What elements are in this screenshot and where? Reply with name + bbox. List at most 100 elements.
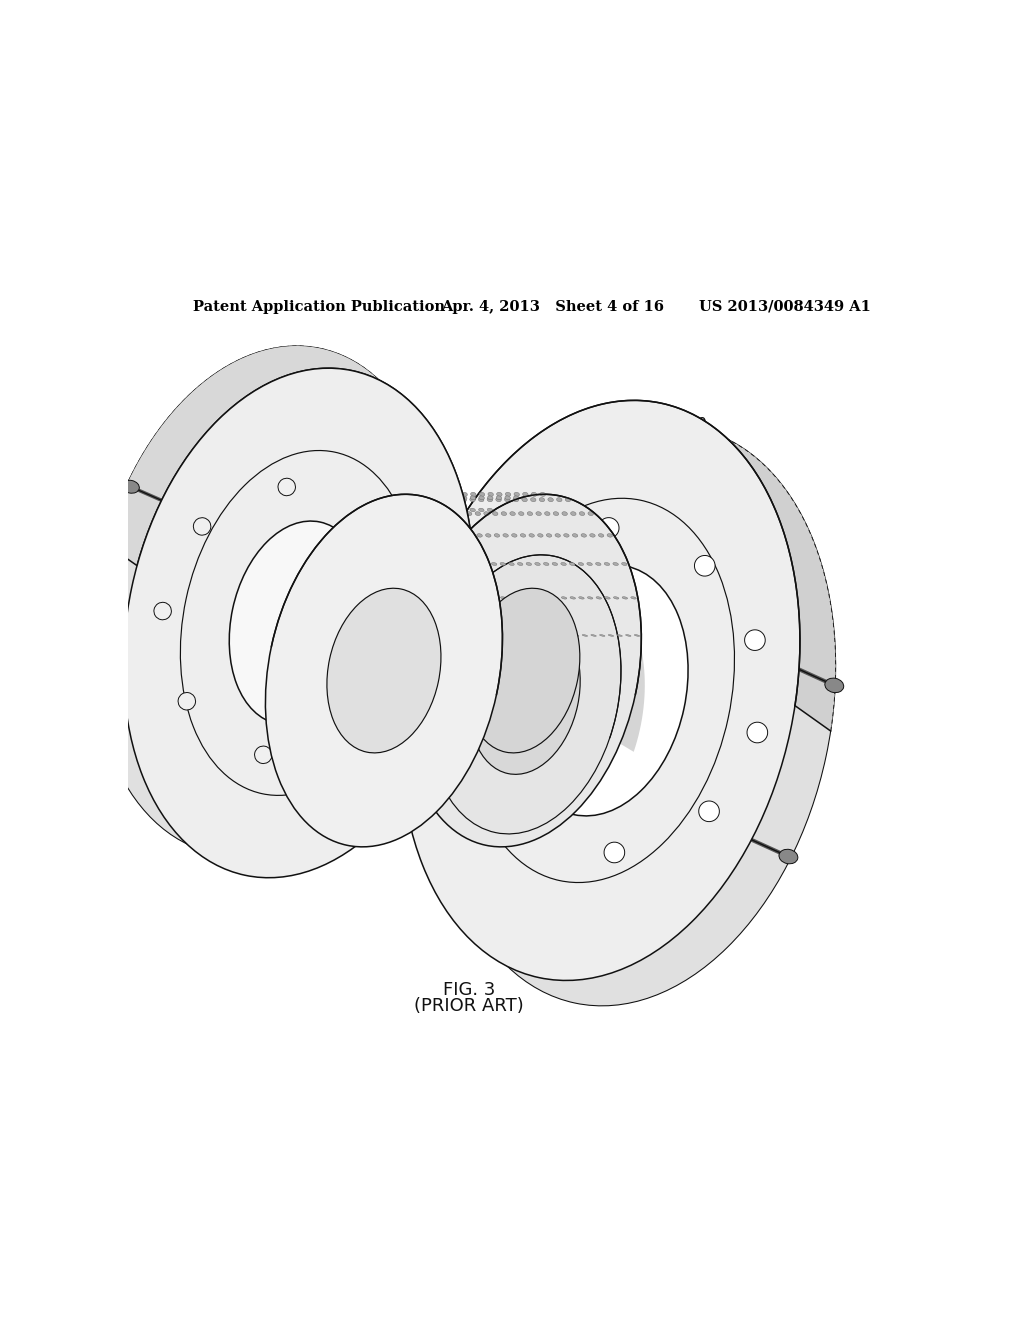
Ellipse shape	[395, 590, 401, 591]
Ellipse shape	[341, 528, 346, 532]
Ellipse shape	[349, 528, 355, 532]
Ellipse shape	[471, 492, 476, 496]
Ellipse shape	[387, 590, 392, 591]
Ellipse shape	[429, 554, 621, 834]
Ellipse shape	[517, 562, 523, 565]
Ellipse shape	[336, 556, 341, 558]
Ellipse shape	[383, 496, 389, 500]
Ellipse shape	[488, 492, 494, 496]
Ellipse shape	[461, 508, 467, 512]
Ellipse shape	[353, 556, 358, 558]
Ellipse shape	[419, 528, 425, 532]
Ellipse shape	[521, 635, 527, 636]
Ellipse shape	[427, 508, 432, 512]
Ellipse shape	[466, 512, 472, 516]
Ellipse shape	[470, 496, 476, 500]
Ellipse shape	[478, 498, 484, 502]
Ellipse shape	[483, 512, 489, 516]
Ellipse shape	[513, 635, 518, 636]
Ellipse shape	[527, 512, 532, 516]
Ellipse shape	[522, 492, 528, 496]
Ellipse shape	[598, 517, 620, 539]
Ellipse shape	[497, 492, 502, 496]
Ellipse shape	[276, 701, 294, 713]
Ellipse shape	[318, 556, 325, 558]
Ellipse shape	[487, 508, 493, 512]
Text: (PRIOR ART): (PRIOR ART)	[415, 998, 524, 1015]
Ellipse shape	[779, 849, 798, 863]
Ellipse shape	[555, 533, 560, 537]
Ellipse shape	[445, 528, 451, 532]
Ellipse shape	[91, 346, 442, 855]
Ellipse shape	[462, 492, 467, 496]
Ellipse shape	[436, 426, 836, 1006]
Ellipse shape	[435, 630, 456, 651]
Ellipse shape	[366, 508, 372, 512]
Ellipse shape	[591, 635, 596, 636]
Ellipse shape	[388, 556, 393, 558]
Ellipse shape	[492, 562, 497, 565]
Ellipse shape	[581, 533, 587, 537]
Ellipse shape	[400, 496, 407, 500]
Ellipse shape	[436, 528, 441, 532]
Ellipse shape	[520, 533, 525, 537]
Ellipse shape	[198, 499, 336, 702]
Text: 300: 300	[680, 417, 708, 432]
Ellipse shape	[539, 635, 544, 636]
Ellipse shape	[393, 528, 398, 532]
Ellipse shape	[487, 496, 493, 500]
Ellipse shape	[292, 590, 297, 591]
Ellipse shape	[607, 533, 612, 537]
Text: 320: 320	[489, 492, 517, 507]
Ellipse shape	[495, 533, 500, 537]
Ellipse shape	[530, 498, 536, 502]
Ellipse shape	[497, 496, 502, 500]
Ellipse shape	[327, 589, 441, 752]
Ellipse shape	[427, 492, 433, 496]
Ellipse shape	[475, 512, 480, 516]
Ellipse shape	[332, 528, 338, 532]
Ellipse shape	[501, 512, 507, 516]
Ellipse shape	[626, 635, 631, 636]
Ellipse shape	[605, 597, 610, 599]
Ellipse shape	[479, 496, 484, 500]
Ellipse shape	[529, 533, 535, 537]
Ellipse shape	[493, 512, 498, 516]
Ellipse shape	[562, 512, 567, 516]
Ellipse shape	[300, 590, 306, 591]
Ellipse shape	[477, 533, 482, 537]
Ellipse shape	[604, 842, 625, 863]
Ellipse shape	[358, 528, 364, 532]
Ellipse shape	[504, 635, 510, 636]
Ellipse shape	[207, 441, 224, 454]
Ellipse shape	[684, 891, 703, 906]
Ellipse shape	[540, 498, 545, 502]
Ellipse shape	[544, 597, 550, 599]
Ellipse shape	[518, 512, 524, 516]
Ellipse shape	[580, 512, 585, 516]
Ellipse shape	[590, 533, 595, 537]
Ellipse shape	[565, 635, 570, 636]
Ellipse shape	[561, 562, 566, 565]
Ellipse shape	[463, 528, 468, 532]
Ellipse shape	[497, 546, 517, 568]
Ellipse shape	[453, 498, 458, 502]
Text: Patent Application Publication: Patent Application Publication	[194, 300, 445, 314]
Ellipse shape	[400, 508, 406, 512]
Ellipse shape	[466, 498, 734, 883]
Ellipse shape	[297, 465, 314, 478]
Ellipse shape	[517, 784, 537, 799]
Ellipse shape	[500, 562, 506, 565]
Polygon shape	[439, 554, 645, 752]
Ellipse shape	[342, 635, 359, 647]
Ellipse shape	[466, 589, 580, 752]
Ellipse shape	[616, 635, 623, 636]
Ellipse shape	[410, 508, 415, 512]
Ellipse shape	[825, 678, 844, 693]
Ellipse shape	[512, 533, 517, 537]
Ellipse shape	[431, 556, 437, 558]
Ellipse shape	[396, 556, 402, 558]
Ellipse shape	[556, 635, 561, 636]
Ellipse shape	[572, 533, 578, 537]
Ellipse shape	[194, 517, 211, 535]
